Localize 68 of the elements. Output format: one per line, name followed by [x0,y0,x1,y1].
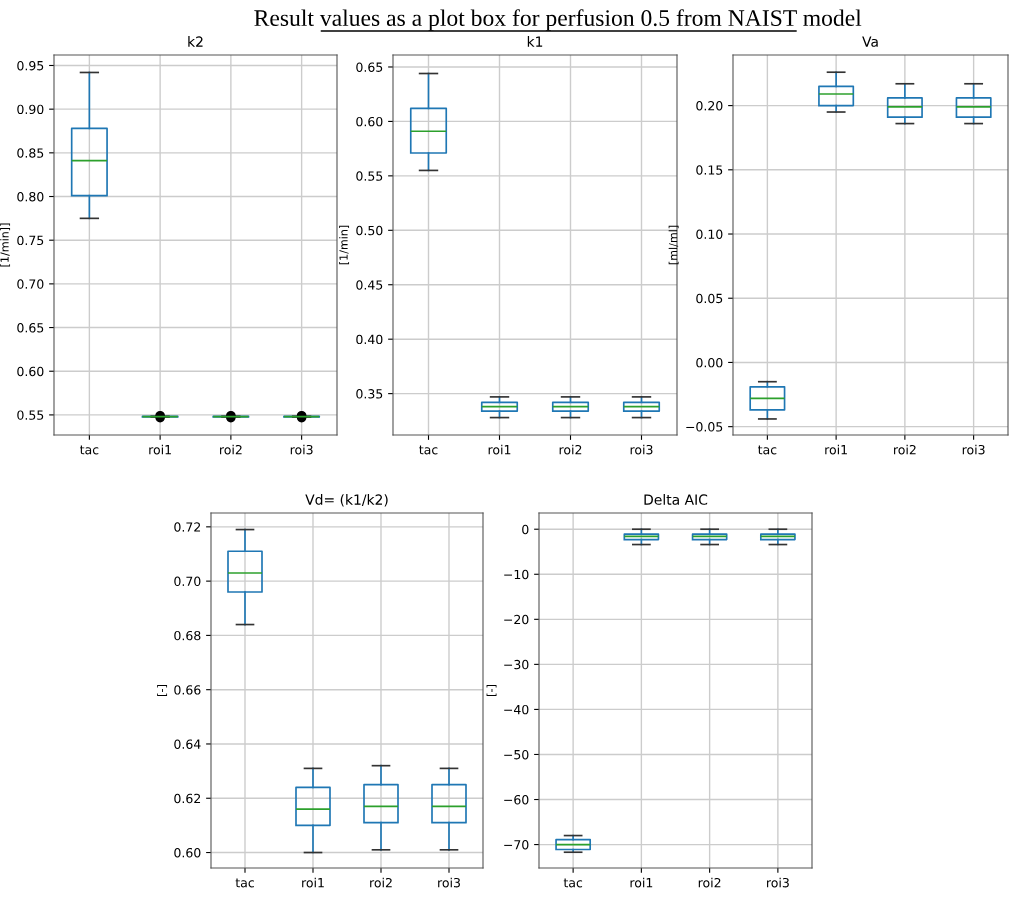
chart-title: k1 [527,36,543,47]
y-axis-title: [-] [157,685,168,696]
x-tick-label: roi3 [438,877,460,888]
x-tick-label: tac [757,445,777,455]
x-tick-label: roi3 [767,877,789,888]
y-tick-label: 0.70 [174,576,201,587]
y-tick-label: −30 [504,659,529,670]
x-tick-label: roi3 [290,444,313,455]
y-tick-label: 0.85 [17,148,44,158]
y-tick-label: 0.45 [356,280,383,290]
text: Result values as a plot box for perfusion 0.5 from NAIST model [254,9,862,31]
y-tick-label: 0.90 [17,104,44,115]
y-tick-label: −10 [504,569,529,580]
y-tick-label: −0.05 [686,422,723,432]
x-tick-label: roi2 [370,877,392,888]
x-tick-label: roi1 [630,877,653,888]
y-tick-label: 0.10 [696,229,723,239]
x-tick-label: tac [419,445,438,455]
x-tick-label: roi3 [962,444,985,455]
y-tick-label: −60 [504,794,529,805]
y-tick-label: 0.65 [17,323,44,333]
y-axis-title: [ml/ml] [668,225,679,265]
y-tick-label: −20 [504,614,529,625]
x-tick-label: tac [235,878,254,888]
y-tick-label: 0.95 [17,60,44,71]
y-tick-label: 0.72 [174,522,201,532]
x-tick-label: roi2 [698,877,721,888]
y-tick-label: 0.35 [356,389,383,399]
y-tick-label: 0.62 [174,793,201,804]
chart-title: k2 [188,36,203,47]
y-tick-label: 0.55 [17,410,44,420]
y-tick-label: 0.55 [356,171,383,181]
y-tick-label: 0.00 [696,357,723,368]
x-tick-label: roi2 [220,444,242,455]
y-tick-label: −70 [504,840,529,850]
y-tick-label: 0.75 [17,235,44,246]
chart-title: Va [862,36,878,47]
y-tick-label: 0.66 [174,685,201,695]
chart-title: Delta AIC [644,494,708,505]
x-tick-label: roi3 [630,444,653,455]
x-tick-label: roi1 [149,444,171,455]
y-tick-label: 0.65 [356,62,383,72]
x-tick-label: tac [563,878,583,888]
y-tick-label: 0.60 [17,366,44,377]
y-tick-label: −50 [504,749,529,760]
y-tick-label: 0.70 [17,279,44,289]
y-tick-label: 0.68 [174,630,201,641]
y-tick-label: 0.50 [356,225,383,236]
x-tick-label: roi2 [894,444,916,455]
chart-title: Vd= (k1/k2) [305,494,388,507]
x-tick-label: roi1 [302,877,324,888]
x-tick-label: tac [79,445,99,455]
y-tick-label: 0.05 [696,293,723,304]
y-tick-label: 0.20 [696,101,723,111]
y-tick-label: 0.64 [174,739,201,749]
x-tick-label: roi1 [825,444,847,455]
y-axis-title: [-] [486,685,497,696]
y-tick-label: 0 [522,524,529,535]
y-tick-label: 0.60 [356,116,383,127]
y-tick-label: 0.60 [174,848,201,858]
y-axis-title: [1/min]] [0,223,11,267]
x-tick-label: roi1 [488,444,511,455]
x-tick-label: roi2 [559,444,582,455]
y-tick-label: 0.80 [17,191,44,202]
y-axis-title: [1/min] [339,225,350,265]
y-tick-label: 0.40 [356,334,383,345]
y-tick-label: 0.15 [696,165,723,175]
y-tick-label: −40 [504,704,529,715]
